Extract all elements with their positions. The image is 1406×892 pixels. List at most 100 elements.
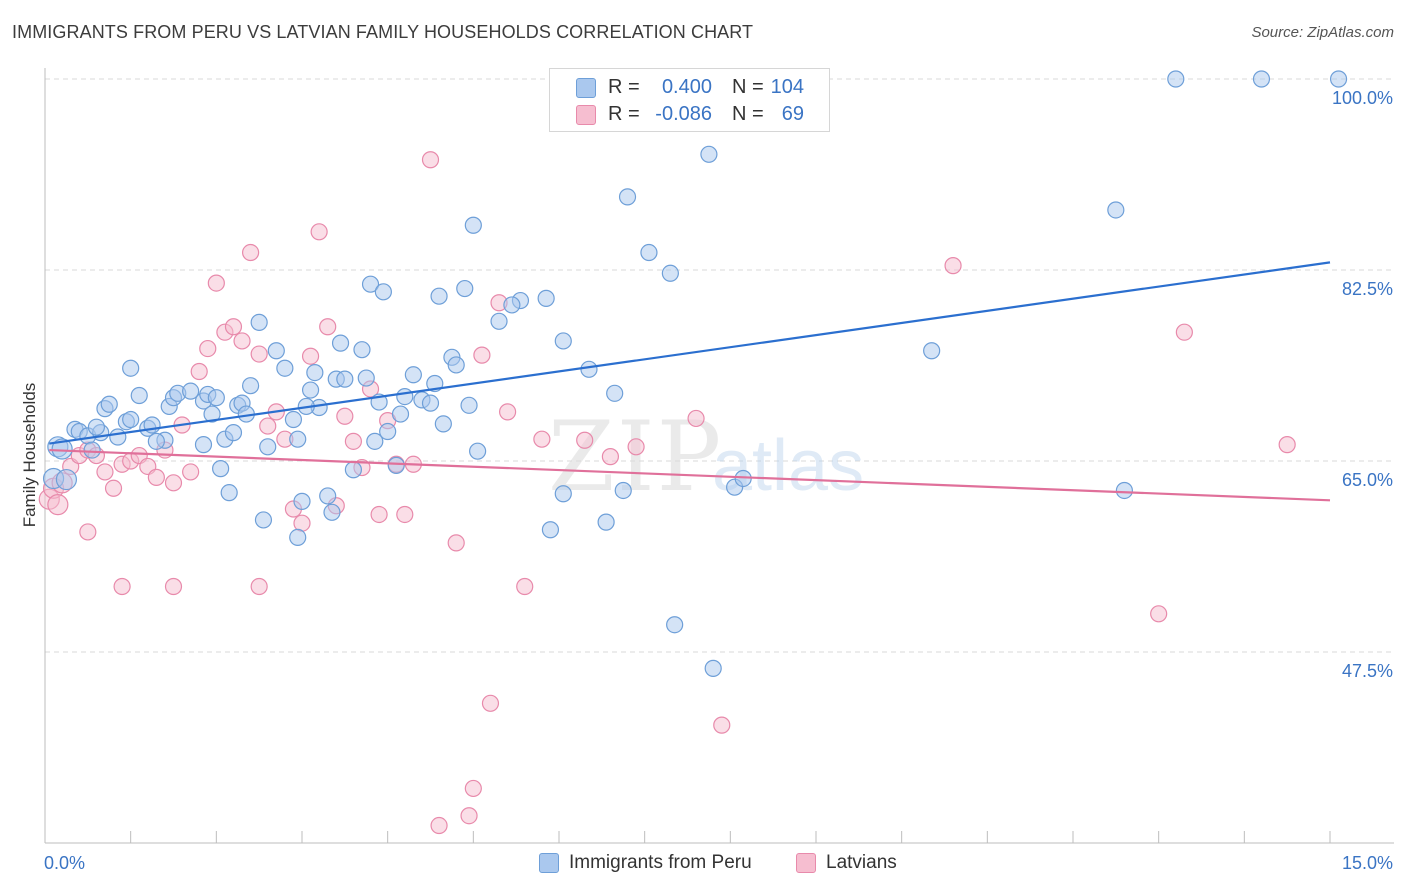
peru-point bbox=[220, 484, 238, 502]
latvians-point bbox=[481, 694, 500, 712]
peru-point bbox=[1107, 201, 1125, 219]
peru-point bbox=[250, 313, 268, 331]
peru-point bbox=[661, 264, 679, 282]
latvians-point bbox=[207, 274, 225, 292]
latvians-point bbox=[47, 494, 69, 516]
peru-r-label: R = bbox=[608, 76, 640, 98]
latvians-point bbox=[113, 577, 131, 596]
latvians-point bbox=[447, 534, 465, 552]
y-tick-label: 65.0% bbox=[1342, 470, 1393, 490]
latvians-point bbox=[944, 257, 962, 275]
peru-point bbox=[597, 513, 615, 531]
peru-point bbox=[1329, 70, 1348, 88]
latvians-point bbox=[464, 779, 482, 798]
latvians-point bbox=[164, 577, 183, 596]
peru-point bbox=[259, 438, 277, 456]
latvians-point bbox=[713, 716, 731, 734]
peru-r-value: 0.400 bbox=[661, 76, 712, 98]
latvians-point bbox=[473, 346, 491, 364]
peru-point bbox=[460, 396, 478, 414]
peru-point bbox=[83, 441, 101, 459]
peru-point bbox=[344, 461, 362, 479]
latvians-point bbox=[1278, 436, 1296, 454]
latvians-point bbox=[233, 332, 251, 350]
peru-point bbox=[503, 296, 521, 314]
peru-point bbox=[447, 356, 465, 374]
y-tick-label: 47.5% bbox=[1342, 661, 1393, 681]
peru-point bbox=[284, 410, 303, 429]
latvians-point bbox=[336, 407, 354, 425]
peru-point bbox=[301, 381, 320, 399]
latvians-point bbox=[242, 243, 260, 262]
peru-n-label: N = bbox=[732, 76, 764, 98]
peru-point bbox=[194, 436, 213, 454]
latvians-r-label: R = bbox=[608, 103, 640, 125]
peru-point bbox=[331, 334, 350, 352]
peru-point bbox=[666, 616, 684, 634]
peru-point bbox=[122, 410, 140, 429]
axis-layer bbox=[44, 68, 1394, 844]
latvians-n-label: N = bbox=[732, 103, 764, 125]
peru-point bbox=[606, 384, 624, 402]
latvians-point bbox=[370, 505, 388, 524]
peru-point bbox=[554, 332, 572, 350]
peru-point bbox=[87, 418, 106, 436]
latvians-legend-swatch bbox=[796, 853, 816, 873]
peru-point bbox=[490, 312, 508, 330]
latvians-point bbox=[293, 514, 311, 532]
x-tick-label-min: 0.0% bbox=[44, 853, 85, 873]
peru-point bbox=[464, 216, 482, 234]
latvians-point bbox=[516, 577, 534, 596]
latvians-point bbox=[250, 345, 268, 363]
latvians-point bbox=[344, 432, 362, 450]
peru-point bbox=[1252, 70, 1271, 88]
chart-source: Source: ZipAtlas.com bbox=[1251, 24, 1394, 41]
latvians-point bbox=[250, 577, 268, 596]
watermark: ZIP atlas bbox=[548, 401, 864, 513]
peru-point bbox=[319, 487, 337, 505]
trend-lines bbox=[49, 261, 1331, 502]
peru-point bbox=[130, 386, 148, 405]
peru-point bbox=[357, 369, 375, 387]
x-tick-label-max: 15.0% bbox=[1342, 853, 1393, 873]
peru-point bbox=[353, 341, 371, 359]
grid-layer bbox=[45, 78, 1394, 653]
latvians-point bbox=[499, 403, 517, 421]
peru-point bbox=[100, 395, 118, 413]
peru-point bbox=[554, 485, 572, 503]
latvians-point bbox=[224, 318, 243, 336]
y-tick-label: 100.0% bbox=[1332, 88, 1393, 108]
peru-point bbox=[289, 430, 307, 448]
peru-point bbox=[421, 394, 440, 412]
peru-point bbox=[580, 360, 598, 378]
latvians-point bbox=[164, 474, 183, 492]
tick-labels: 47.5% 65.0% 82.5% 100.0% 0.0% 15.0% bbox=[44, 88, 1393, 873]
latvians-point bbox=[182, 463, 200, 481]
peru-point bbox=[267, 342, 285, 360]
peru-legend-label: Immigrants from Peru bbox=[569, 852, 752, 873]
latvians-point bbox=[104, 479, 123, 497]
peru-points bbox=[42, 70, 1348, 677]
latvians-point bbox=[396, 505, 414, 524]
peru-point bbox=[379, 422, 397, 441]
chart-title: IMMIGRANTS FROM PERU VS LATVIAN FAMILY H… bbox=[12, 22, 754, 42]
latvians-point bbox=[421, 151, 440, 169]
latvians-trend-line bbox=[49, 448, 1331, 502]
peru-point bbox=[224, 424, 243, 442]
peru-point bbox=[122, 359, 140, 377]
peru-legend-swatch bbox=[539, 853, 559, 873]
latvians-point bbox=[319, 318, 337, 336]
peru-point bbox=[434, 415, 452, 433]
peru-point bbox=[109, 428, 127, 446]
peru-point bbox=[51, 438, 73, 460]
peru-point bbox=[254, 511, 273, 529]
y-tick-label: 82.5% bbox=[1342, 279, 1393, 299]
peru-point bbox=[537, 289, 555, 307]
peru-point bbox=[541, 521, 560, 539]
peru-point bbox=[469, 442, 487, 460]
latvians-point bbox=[147, 468, 165, 486]
correlation-legend: R = 0.400 N = 104 R = -0.086 N = 69 bbox=[549, 68, 830, 132]
peru-point bbox=[618, 188, 637, 206]
latvians-n-value: 69 bbox=[781, 103, 804, 125]
